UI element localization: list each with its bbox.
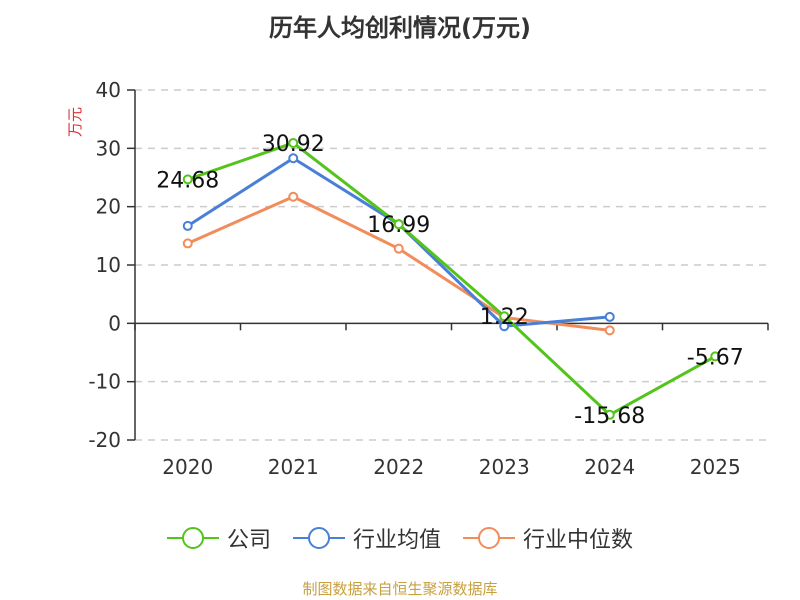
data-point [499,311,510,322]
legend-label-industry-median: 行业中位数 [523,528,634,553]
data-point [604,325,615,336]
axis-layer: 40 30 20 10 0 -10 -20 2020 2021 2022 2023 2024 2025 万… [66,78,769,479]
y-tick-label: -20 [88,428,121,452]
x-tick-label: 2020 [162,455,213,479]
legend-item-industry-median[interactable]: 行业中位数 [463,522,633,554]
data-point [182,174,193,185]
data-label: 1.22 [480,305,529,330]
data-point [182,238,193,249]
series-layer [182,137,721,420]
x-tick-label: 2023 [479,455,530,479]
data-label: -15.68 [574,404,645,429]
data-point [288,153,299,164]
data-point [604,311,615,322]
data-point [710,351,721,362]
y-tick-label: 0 [108,311,121,335]
y-tick-label: 40 [96,78,121,102]
data-point [182,220,193,231]
legend-label-industry-average: 行业均值 [352,528,441,553]
legend-marker-industry-average-icon [292,526,345,550]
data-point [288,137,299,148]
y-axis-label: 万元 [66,107,84,137]
legend-item-industry-average[interactable]: 行业均值 [292,522,441,554]
data-point [393,219,404,230]
x-tick-label: 2025 [690,455,741,479]
grid-layer [135,89,768,441]
y-tick-label: 10 [96,253,121,277]
legend: 公司 行业均值 行业中位数 [0,522,800,554]
legend-item-company[interactable]: 公司 [166,522,271,554]
data-label: 24.68 [156,168,219,193]
y-tick-label: 20 [96,195,121,219]
data-point [499,321,510,332]
series-line [187,141,716,417]
legend-marker-industry-median-icon [463,526,515,550]
data-label: 30.92 [262,132,325,157]
x-tick-label: 2022 [373,455,424,479]
x-tick-label: 2021 [268,455,319,479]
series-line [186,156,610,328]
data-point [288,191,299,202]
data-point [604,409,615,420]
x-tick-label: 2024 [584,455,635,479]
legend-label-company: 公司 [226,528,271,553]
source-note: 制图数据来自恒生聚源数据库 [302,580,498,598]
label-layer: 24.68 30.92 16.99 1.22 -15.68 -5.67 [156,132,743,429]
chart-title: 历年人均创利情况(万元) [269,14,531,42]
y-tick-label: 30 [96,136,121,160]
y-tick-label: -10 [88,370,121,394]
data-label: -5.67 [687,345,744,370]
data-label: 16.99 [367,213,430,238]
data-point [393,243,404,254]
legend-marker-company-icon [166,526,219,550]
